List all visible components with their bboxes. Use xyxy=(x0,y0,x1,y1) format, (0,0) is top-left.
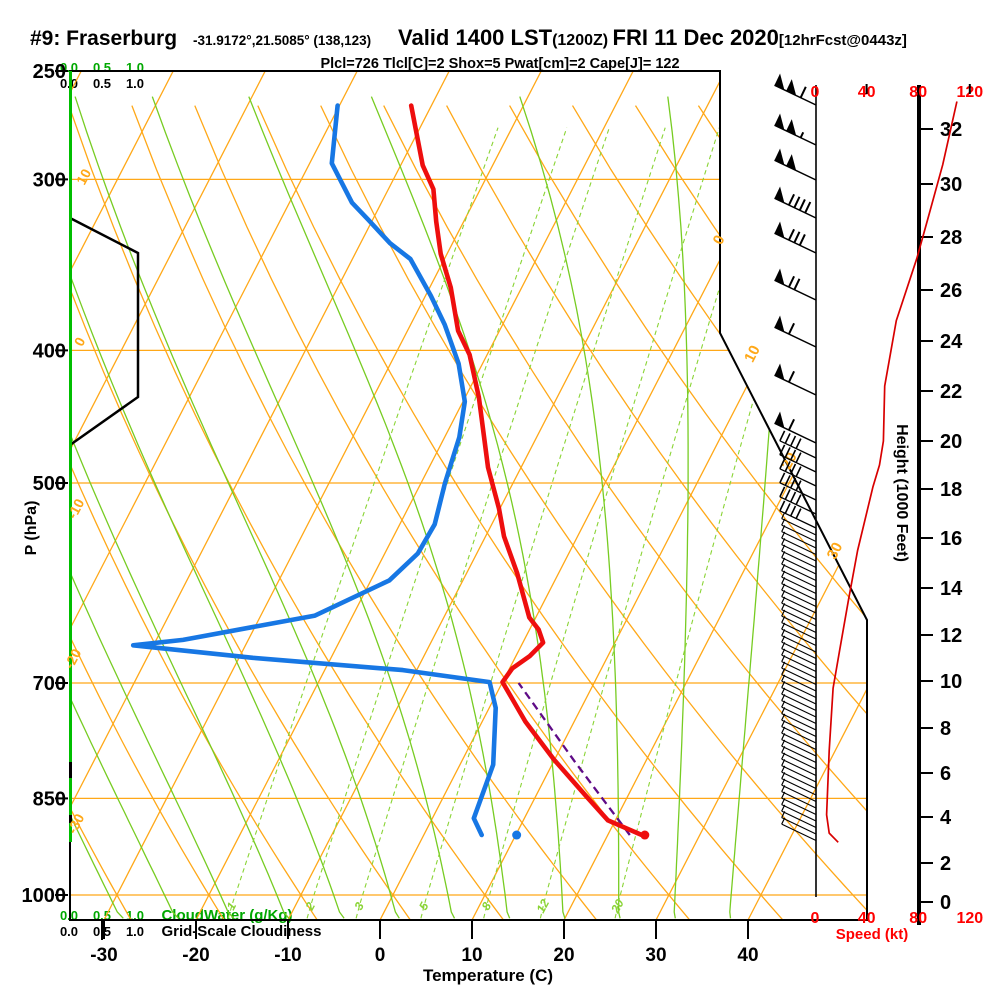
temperature-axis-label: Temperature (C) xyxy=(422,966,554,985)
svg-text:40: 40 xyxy=(858,910,876,927)
cloudiness-axis-label: Grid-Scale Cloudiness xyxy=(161,923,322,940)
svg-text:28: 28 xyxy=(940,227,962,249)
svg-text:12: 12 xyxy=(534,897,553,916)
svg-text:30: 30 xyxy=(824,540,847,563)
svg-text:0: 0 xyxy=(811,84,820,101)
svg-text:16: 16 xyxy=(940,528,962,550)
forecast-tag: [12hrFcst@0443z] xyxy=(778,32,907,49)
svg-text:1: 1 xyxy=(224,900,240,913)
svg-text:300: 300 xyxy=(33,169,66,191)
svg-text:3: 3 xyxy=(351,900,367,913)
svg-text:0: 0 xyxy=(940,892,951,914)
valid-time: Valid 1400 LST xyxy=(398,25,553,50)
speed-axis-label: Speed (kt) xyxy=(835,926,909,943)
svg-text:400: 400 xyxy=(33,340,66,362)
svg-text:30: 30 xyxy=(645,945,666,966)
svg-text:2: 2 xyxy=(940,853,951,875)
gc-top-1: 1.0 xyxy=(125,76,145,91)
svg-text:4: 4 xyxy=(940,807,952,829)
svg-text:5: 5 xyxy=(416,900,432,913)
svg-text:850: 850 xyxy=(33,788,66,810)
valid-zulu: (1200Z) xyxy=(552,32,613,49)
svg-text:2: 2 xyxy=(302,900,318,914)
station-title: #9: Fraserburg xyxy=(30,27,178,50)
svg-text:-20: -20 xyxy=(61,646,85,672)
svg-text:18: 18 xyxy=(940,479,962,501)
gc-bot-0: 0.0 xyxy=(59,924,79,939)
svg-text:250: 250 xyxy=(33,61,66,83)
svg-text:80: 80 xyxy=(909,84,927,101)
svg-text:20: 20 xyxy=(553,945,574,966)
svg-text:26: 26 xyxy=(940,280,962,302)
svg-text:120: 120 xyxy=(956,910,983,927)
svg-text:-10: -10 xyxy=(64,496,88,522)
svg-text:1000: 1000 xyxy=(22,885,67,907)
svg-text:20: 20 xyxy=(608,897,627,917)
svg-text:-30: -30 xyxy=(90,945,117,966)
svg-text:6: 6 xyxy=(940,763,951,785)
svg-text:10: 10 xyxy=(461,945,482,966)
svg-text:40: 40 xyxy=(737,945,758,966)
sounding-indices: Plcl=726 Tlcl[C]=2 Shox=5 Pwat[cm]=2 Cap… xyxy=(320,56,680,72)
svg-text:14: 14 xyxy=(940,578,963,600)
svg-text:8: 8 xyxy=(940,718,951,740)
svg-text:-20: -20 xyxy=(182,945,209,966)
svg-text:10: 10 xyxy=(940,671,962,693)
svg-text:0: 0 xyxy=(71,334,89,349)
svg-text:24: 24 xyxy=(940,331,963,353)
cloudiness-scale-top: 0.0 0.5 1.0 xyxy=(57,75,147,93)
svg-text:500: 500 xyxy=(33,473,66,495)
cloudiness-scale-bottom: 0.00.51.0 Grid-Scale Cloudiness xyxy=(57,923,322,941)
svg-text:12: 12 xyxy=(940,625,962,647)
svg-text:-30: -30 xyxy=(64,811,88,837)
svg-text:20: 20 xyxy=(940,431,962,453)
valid-date: FRI 11 Dec 2020 xyxy=(612,25,779,50)
svg-text:80: 80 xyxy=(909,910,927,927)
svg-text:22: 22 xyxy=(940,381,962,403)
svg-text:0: 0 xyxy=(375,945,386,966)
gc-bot-1: 1.0 xyxy=(125,924,145,939)
valid-time-group: Valid 1400 LST (1200Z) FRI 11 Dec 2020 [… xyxy=(398,25,907,51)
gc-top-05: 0.5 xyxy=(92,76,112,91)
station-coordinates: -31.9172°,21.5085° (138,123) xyxy=(193,33,372,48)
svg-text:10: 10 xyxy=(73,166,95,187)
svg-text:700: 700 xyxy=(33,673,66,695)
svg-text:10: 10 xyxy=(741,343,764,366)
svg-text:0: 0 xyxy=(811,910,820,927)
svg-text:8: 8 xyxy=(479,900,495,913)
svg-text:30: 30 xyxy=(940,174,962,196)
svg-text:-10: -10 xyxy=(274,945,301,966)
